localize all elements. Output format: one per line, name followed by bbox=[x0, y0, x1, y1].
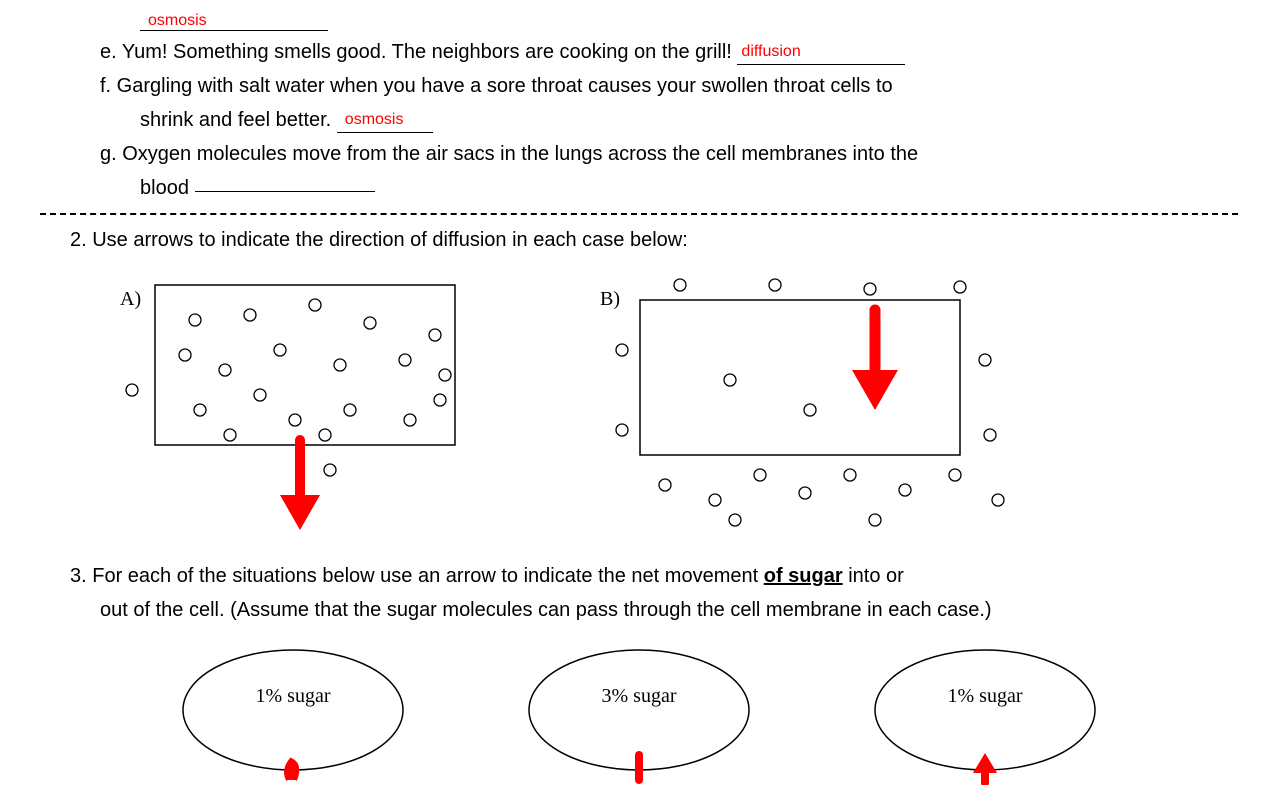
cell-2: 3% sugar bbox=[519, 645, 759, 765]
question-f-line2: shrink and feel better. osmosis bbox=[40, 105, 1238, 135]
arrow-a bbox=[280, 440, 320, 530]
diagram-a-label: A) bbox=[120, 288, 141, 310]
question-e: e. Yum! Something smells good. The neigh… bbox=[40, 37, 1238, 67]
cell-3: 1% sugar bbox=[865, 645, 1105, 765]
q3-text-c: into or bbox=[843, 565, 904, 587]
question-g-line2-text: blood bbox=[140, 177, 195, 199]
diagram-a-svg: A) bbox=[120, 275, 520, 535]
diagram-b-svg: B) bbox=[600, 275, 1020, 535]
diagram-a: A) bbox=[120, 275, 520, 541]
diagram-b: B) bbox=[600, 275, 1020, 541]
cell-1: 1% sugar bbox=[173, 645, 413, 765]
question-2: 2. Use arrows to indicate the direction … bbox=[40, 225, 1238, 255]
question-3-line2: out of the cell. (Assume that the sugar … bbox=[40, 595, 1238, 625]
answer-f-osmosis: osmosis bbox=[337, 108, 433, 133]
blank-g bbox=[195, 191, 375, 192]
question-g-line2: blood bbox=[40, 173, 1238, 203]
q3-text-b: of sugar bbox=[764, 565, 843, 587]
question-g-line1: g. Oxygen molecules move from the air sa… bbox=[40, 139, 1238, 169]
answer-d-osmosis: osmosis bbox=[140, 12, 328, 31]
answer-e-diffusion: diffusion bbox=[737, 40, 905, 65]
question-e-text: e. Yum! Something smells good. The neigh… bbox=[100, 41, 737, 63]
question-3-line1: 3. For each of the situations below use … bbox=[40, 561, 1238, 591]
q3-text-a: 3. For each of the situations below use … bbox=[70, 565, 764, 587]
divider bbox=[40, 213, 1238, 215]
cell-container: 1% sugar 3% sugar 1% sugar bbox=[40, 645, 1238, 765]
question-f-line1: f. Gargling with salt water when you hav… bbox=[40, 71, 1238, 101]
question-f-line2-text: shrink and feel better. bbox=[140, 109, 337, 131]
diagram-b-label: B) bbox=[600, 288, 620, 310]
arrow-b bbox=[852, 310, 898, 410]
diagram-container: A) B) bbox=[40, 275, 1238, 541]
